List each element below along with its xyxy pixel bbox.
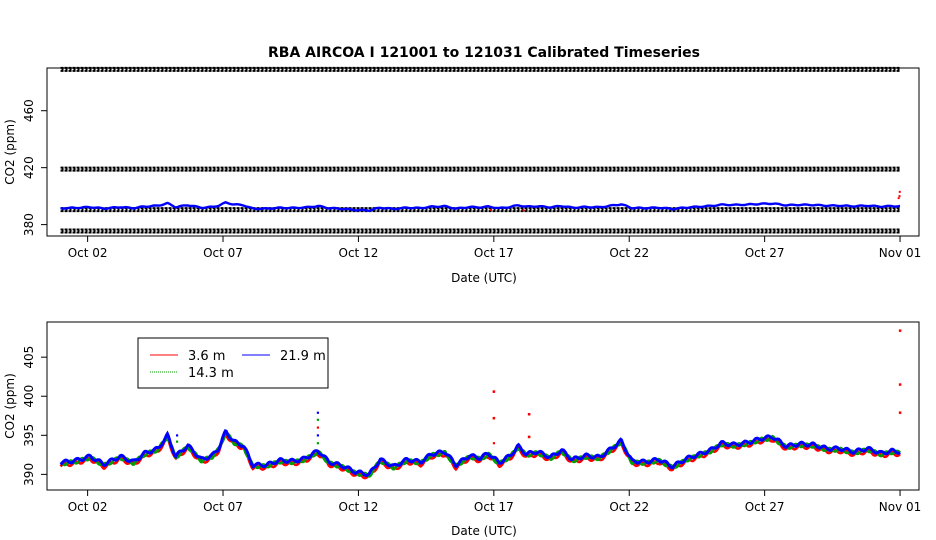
spike-point [316,434,320,437]
spike-point [316,442,320,445]
spike-point [492,442,496,445]
top-x-tick-label: Oct 12 [339,246,379,260]
top-x-axis-label: Date (UTC) [451,271,517,285]
spike-point [316,426,320,429]
bottom-x-tick-label: Oct 02 [68,500,108,514]
bottom-y-tick-label: 395 [22,424,36,447]
top-x-tick-label: Oct 22 [609,246,649,260]
top-outlier-point [522,209,525,212]
top-outlier-point [898,190,901,193]
bottom-y-tick-label: 400 [22,385,36,408]
top-outlier-point [898,195,901,198]
bottom-x-tick-label: Nov 01 [879,500,922,514]
spike-point [175,434,179,437]
top-x-tick-label: Oct 07 [203,246,243,260]
top-y-axis: 380 420 460 [22,99,47,236]
legend-label-21-9m: 21.9 m [280,349,326,364]
outlier-point [492,416,496,420]
top-panel: RBA AIRCOA I 121001 to 121031 Calibrated… [3,45,921,285]
outlier-point [527,435,531,439]
series-line-3-6-m [59,432,901,480]
spike-point [316,411,320,414]
top-y-tick-label: 460 [22,99,36,122]
legend: 3.6 m 14.3 m 21.9 m [137,337,329,389]
outlier-point [492,390,496,393]
bottom-x-axis: Oct 02 Oct 07 Oct 12 Oct 17 Oct 22 Oct 27 Nov … [68,490,922,514]
outlier-point [898,411,902,414]
series-line-21-9-m [59,429,901,477]
top-x-tick-label: Nov 01 [879,246,922,260]
bottom-x-tick-label: Oct 27 [745,500,785,514]
spike-point [316,418,320,421]
top-series-layer [60,190,901,213]
top-y-tick-label: 420 [22,156,36,179]
outlier-point [527,413,531,416]
outlier-point [898,329,902,332]
top-series-21-9m-line [60,201,901,213]
legend-label-3-6m: 3.6 m [188,349,225,364]
bottom-x-tick-label: Oct 12 [339,500,379,514]
top-outlier-point [897,197,900,200]
top-x-tick-label: Oct 02 [68,246,108,260]
bottom-x-tick-label: Oct 07 [203,500,243,514]
bottom-x-tick-label: Oct 17 [474,500,514,514]
top-x-tick-label: Oct 17 [474,246,514,260]
top-x-axis: Oct 02 Oct 07 Oct 12 Oct 17 Oct 22 Oct 27 Nov … [68,236,922,260]
top-chart-title: RBA AIRCOA I 121001 to 121031 Calibrated… [268,45,700,61]
top-y-axis-label: CO2 (ppm) [3,119,17,185]
bottom-y-axis: 390 395 400 405 [22,346,47,486]
bottom-y-tick-label: 390 [22,463,36,486]
bottom-y-tick-label: 405 [22,346,36,369]
legend-label-14-3m: 14.3 m [188,366,234,381]
top-y-tick-label: 380 [22,213,36,236]
bottom-x-axis-label: Date (UTC) [451,524,517,538]
bottom-x-tick-label: Oct 22 [609,500,649,514]
top-plot-frame [46,67,920,237]
outlier-point [898,383,902,386]
bottom-plot-frame [46,321,920,491]
top-x-tick-label: Oct 27 [745,246,785,260]
bottom-y-axis-label: CO2 (ppm) [3,373,17,439]
top-outlier-point [490,208,493,211]
legend-box [137,337,329,389]
spike-point [175,440,179,443]
bottom-series-layer [59,329,902,480]
